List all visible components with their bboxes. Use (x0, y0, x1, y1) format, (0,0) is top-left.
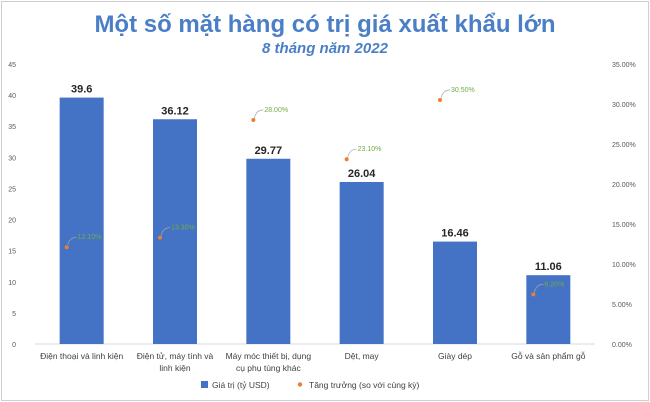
bar (246, 158, 291, 344)
bar-value-label: 29.77 (255, 145, 283, 157)
bar (153, 119, 197, 345)
bar-value-label: 26.04 (348, 168, 376, 180)
growth-value-label: 28.00% (264, 107, 288, 114)
legend-growth-marker (297, 382, 303, 387)
growth-value-label: 30.50% (451, 87, 475, 94)
bar (526, 275, 571, 344)
category-label: Điện thoại và linh kiện (40, 351, 123, 361)
y-right-tick-label: 25.00% (612, 142, 636, 149)
category-label: Gỗ và sản phẩm gỗ (511, 351, 585, 361)
growth-leader-line (440, 89, 451, 99)
growth-value-label: 6.20% (544, 281, 564, 288)
growth-leader-line (67, 236, 77, 246)
legend-bar-swatch (201, 381, 208, 388)
y-left-tick-label: 25 (8, 186, 16, 193)
growth-point (251, 118, 256, 122)
growth-leader-line (160, 227, 171, 236)
legend-bar-label: Giá trị (tỷ USD) (212, 380, 270, 390)
chart-title: Một số mặt hàng có trị giá xuất khẩu lớn (94, 11, 556, 38)
growth-leader-line (533, 284, 544, 293)
y-right-tick-label: 0.00% (612, 342, 632, 349)
y-right-tick-label: 20.00% (612, 182, 636, 189)
y-left-tick-label: 20 (8, 218, 16, 225)
growth-value-label: 12.10% (78, 234, 102, 241)
y-left-tick-label: 10 (8, 280, 16, 287)
category-label: Điện tử, máy tính và (137, 351, 214, 361)
growth-point (344, 157, 349, 162)
category-label: linh kiện (159, 363, 190, 373)
bar-value-label: 39.6 (71, 84, 92, 96)
bar (433, 241, 477, 344)
y-left-tick-label: 35 (8, 124, 16, 131)
category-label: cụ phụ tùng khác (236, 363, 301, 373)
growth-leader-line (347, 148, 357, 158)
growth-point (64, 245, 69, 250)
y-left-tick-label: 5 (12, 311, 16, 318)
legend-growth-label: Tăng trưởng (so với cùng kỳ) (309, 380, 420, 390)
y-right-tick-label: 5.00% (612, 302, 632, 309)
growth-point (438, 98, 442, 102)
y-left-tick-label: 0 (12, 342, 16, 349)
bar-value-label: 36.12 (161, 105, 189, 117)
y-left-tick-label: 30 (8, 155, 16, 162)
growth-point (158, 235, 162, 240)
category-label: Máy móc thiết bị, dụng (226, 351, 312, 361)
growth-leader-line (253, 109, 264, 119)
bar-value-label: 11.06 (535, 261, 562, 273)
y-right-tick-label: 35.00% (612, 62, 636, 69)
growth-value-label: 13.30% (171, 225, 195, 232)
y-right-tick-label: 15.00% (612, 222, 636, 229)
category-label: Giày dép (438, 351, 472, 361)
chart-subtitle: 8 tháng năm 2022 (262, 40, 388, 57)
growth-value-label: 23.10% (358, 146, 382, 153)
y-right-tick-label: 10.00% (612, 262, 636, 269)
growth-point (531, 292, 536, 297)
y-left-tick-label: 15 (8, 249, 16, 256)
bar (339, 181, 384, 344)
y-left-tick-label: 40 (8, 93, 16, 100)
y-right-tick-label: 30.00% (612, 102, 636, 109)
category-label: Dệt, may (345, 351, 380, 361)
bar (59, 97, 104, 344)
y-left-tick-label: 45 (8, 62, 16, 69)
bar-value-label: 16.46 (441, 228, 469, 240)
